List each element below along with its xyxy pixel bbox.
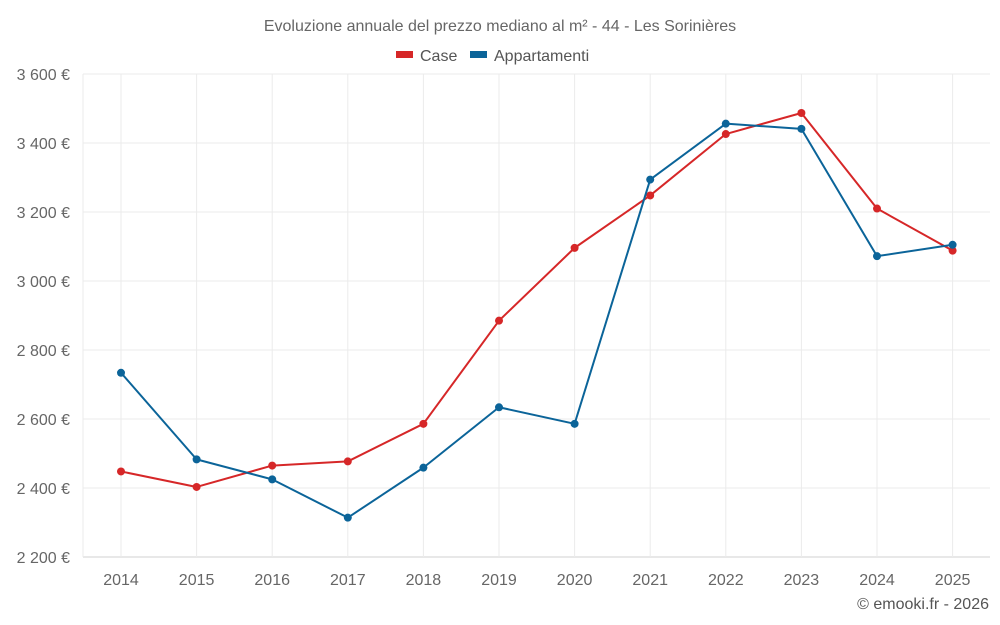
data-point-appartamenti[interactable]: [419, 463, 428, 472]
legend-label-case: Case: [420, 48, 457, 65]
data-point-case[interactable]: [268, 461, 277, 470]
series-layer: [117, 108, 957, 522]
series-line-appartamenti: [120, 122, 953, 519]
y-tick-label: 3 400 €: [17, 136, 70, 153]
legend-item-appartamenti[interactable]: Appartamenti: [470, 48, 589, 65]
data-point-appartamenti[interactable]: [117, 368, 125, 377]
x-tick-label: 2021: [632, 572, 668, 589]
y-axis: 2 200 € 2 400 € 2 600 € 2 800 € 3 000 € 3 200…: [17, 67, 70, 567]
legend-label-appartamenti: Appartamenti: [494, 48, 589, 65]
series-case: [117, 108, 957, 491]
x-tick-label: 2022: [708, 572, 744, 589]
data-point-case[interactable]: [873, 204, 881, 213]
legend: Case Appartamenti: [396, 48, 589, 65]
x-tick-label: 2023: [784, 572, 820, 589]
x-tick-label: 2016: [254, 572, 290, 589]
y-tick-label: 2 600 €: [17, 412, 70, 429]
y-tick-label: 2 800 €: [17, 343, 70, 360]
data-point-case[interactable]: [419, 419, 428, 428]
data-point-case[interactable]: [570, 243, 579, 252]
x-tick-label: 2018: [406, 572, 442, 589]
data-point-case[interactable]: [117, 467, 125, 476]
x-tick-label: 2015: [179, 572, 215, 589]
legend-item-case[interactable]: Case: [396, 48, 457, 65]
data-point-case[interactable]: [646, 191, 655, 200]
x-tick-label: 2025: [935, 572, 971, 589]
y-tick-label: 2 400 €: [17, 481, 70, 498]
data-point-case[interactable]: [721, 130, 730, 139]
data-point-case[interactable]: [797, 108, 806, 117]
data-point-appartamenti[interactable]: [948, 240, 957, 249]
data-point-appartamenti[interactable]: [797, 124, 806, 133]
y-tick-label: 3 600 €: [17, 67, 70, 84]
x-axis: 2014 2015 2016 2017 2018 2019 2020 2021 2022 2023…: [103, 572, 970, 589]
grid: [82, 73, 990, 558]
x-tick-label: 2019: [481, 572, 517, 589]
data-point-case[interactable]: [495, 316, 503, 325]
data-point-case[interactable]: [948, 246, 957, 255]
legend-swatch-appartamenti: [470, 51, 487, 58]
x-tick-label: 2024: [859, 572, 895, 589]
data-point-appartamenti[interactable]: [570, 419, 579, 428]
x-tick-label: 2017: [330, 572, 366, 589]
data-point-appartamenti[interactable]: [721, 119, 730, 128]
data-point-case[interactable]: [343, 457, 352, 466]
series-line-case: [120, 111, 954, 488]
copyright-footer: © emooki.fr - 2026: [857, 596, 989, 613]
y-tick-label: 3 200 €: [17, 205, 70, 222]
data-point-appartamenti[interactable]: [873, 252, 881, 261]
data-point-appartamenti[interactable]: [646, 175, 655, 184]
data-point-appartamenti[interactable]: [343, 513, 352, 522]
data-point-appartamenti[interactable]: [268, 475, 277, 484]
data-point-appartamenti[interactable]: [495, 403, 503, 412]
series-appartamenti: [117, 119, 957, 522]
data-point-case[interactable]: [192, 482, 201, 491]
x-tick-label: 2014: [103, 572, 139, 589]
chart-title: Evoluzione annuale del prezzo mediano al…: [264, 18, 736, 35]
y-tick-label: 3 000 €: [17, 274, 70, 291]
data-point-appartamenti[interactable]: [192, 455, 201, 464]
y-tick-label: 2 200 €: [17, 550, 70, 567]
x-tick-label: 2020: [557, 572, 593, 589]
legend-swatch-case: [396, 51, 413, 58]
